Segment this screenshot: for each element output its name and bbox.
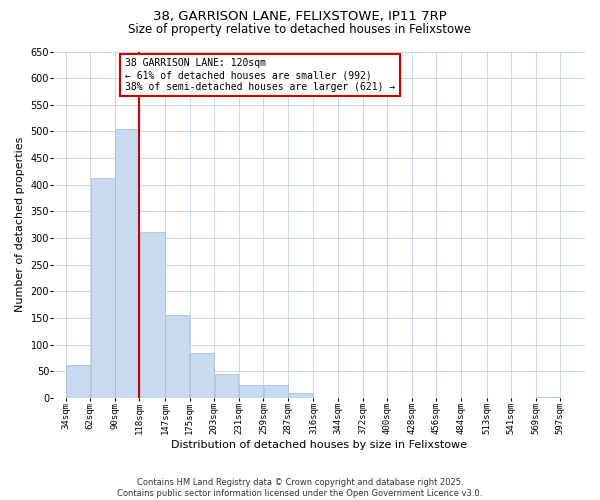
Bar (215, 374, 238, 398)
Text: Contains HM Land Registry data © Crown copyright and database right 2025.
Contai: Contains HM Land Registry data © Crown c… (118, 478, 482, 498)
Bar (190, 353, 214, 398)
Y-axis label: Number of detached properties: Number of detached properties (15, 137, 25, 312)
Bar (140, 232, 164, 398)
X-axis label: Distribution of detached houses by size in Felixstowe: Distribution of detached houses by size … (171, 440, 467, 450)
Bar (264, 384, 287, 398)
Bar (66, 365, 90, 398)
Bar (536, 397, 560, 398)
Text: 38, GARRISON LANE, FELIXSTOWE, IP11 7RP: 38, GARRISON LANE, FELIXSTOWE, IP11 7RP (153, 10, 447, 23)
Bar (239, 384, 263, 398)
Bar (91, 178, 115, 398)
Bar (289, 392, 313, 398)
Text: 38 GARRISON LANE: 120sqm
← 61% of detached houses are smaller (992)
38% of semi-: 38 GARRISON LANE: 120sqm ← 61% of detach… (125, 58, 395, 92)
Bar (166, 316, 189, 398)
Bar (115, 129, 139, 398)
Text: Size of property relative to detached houses in Felixstowe: Size of property relative to detached ho… (128, 22, 472, 36)
